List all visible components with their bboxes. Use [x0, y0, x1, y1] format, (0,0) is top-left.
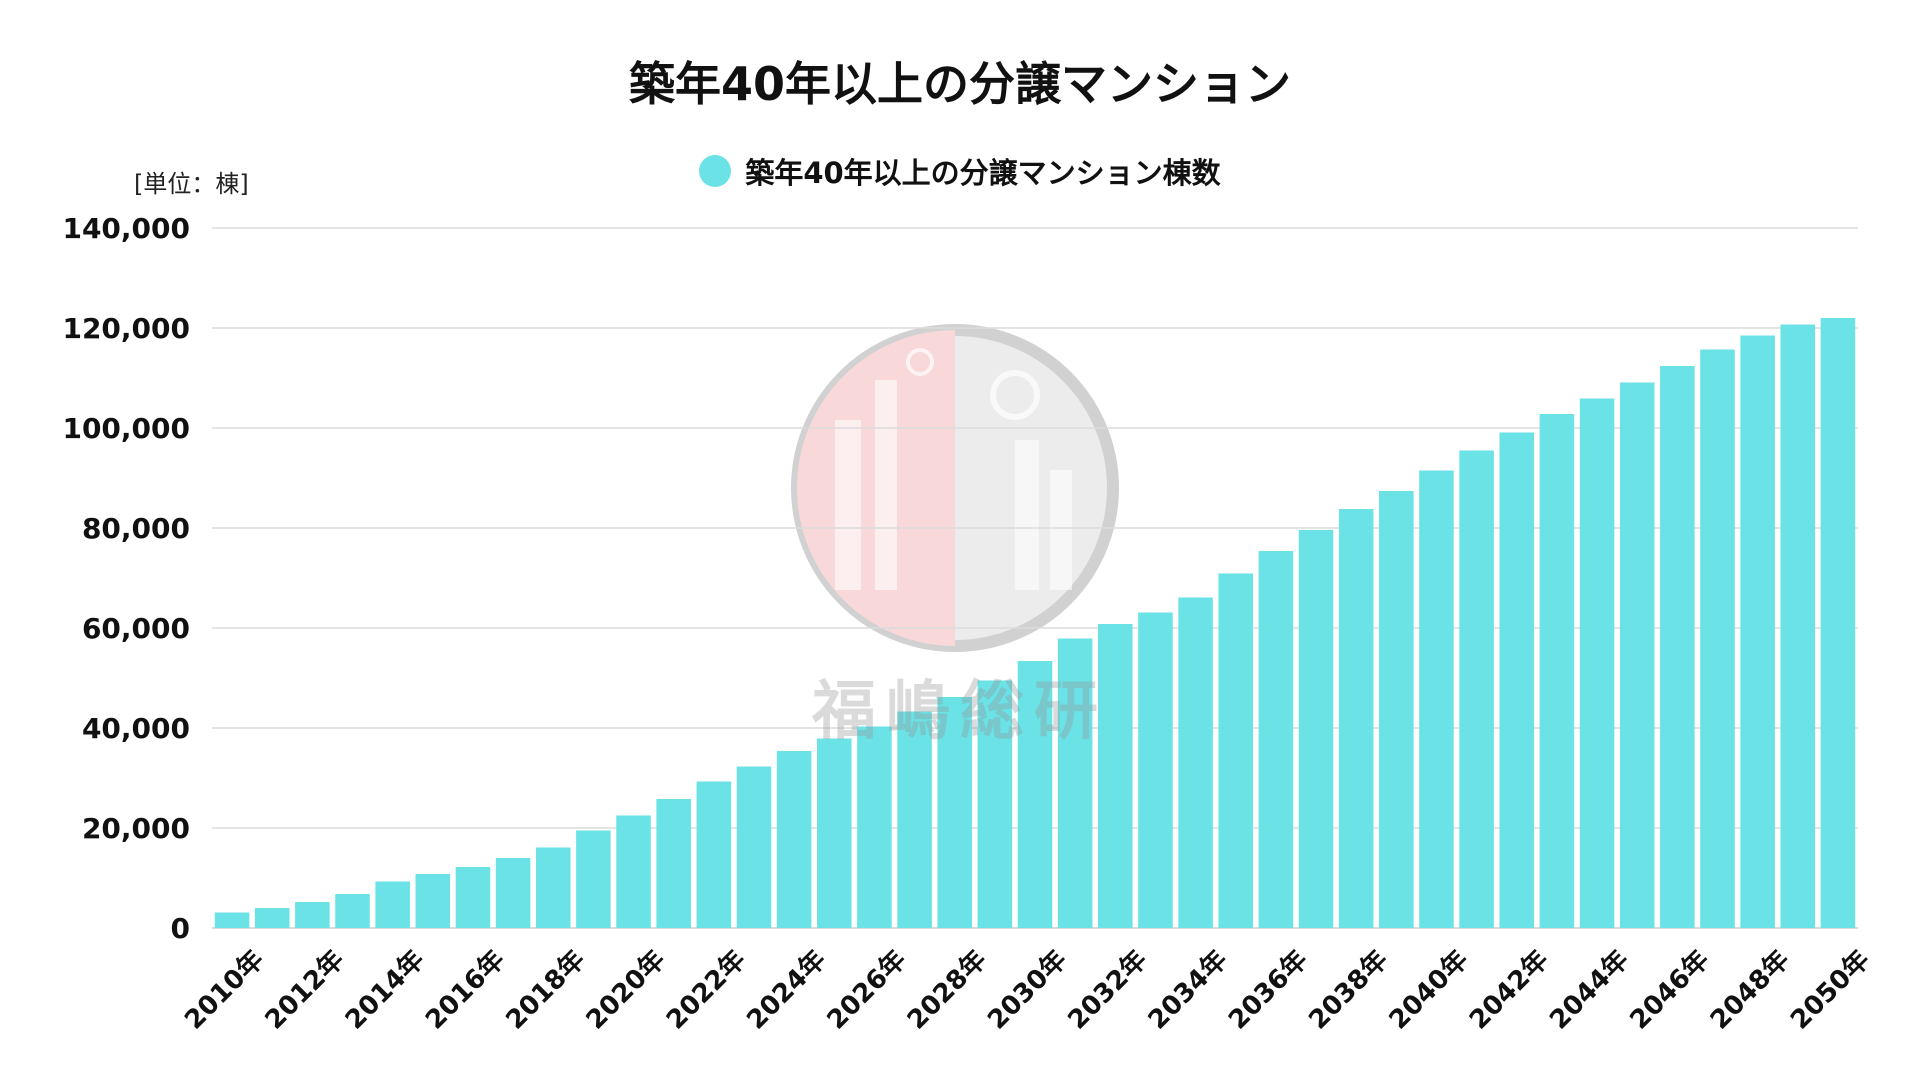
unit-label: [単位：棟]: [134, 170, 249, 198]
bar: [1780, 324, 1816, 928]
x-tick-label: 2032年: [1062, 944, 1153, 1035]
x-tick-label: 2048年: [1704, 944, 1795, 1035]
y-tick-label: 120,000: [62, 312, 190, 345]
bar: [696, 781, 732, 928]
bar: [1539, 414, 1575, 928]
x-tick-label: 2044年: [1544, 944, 1635, 1035]
bar: [1619, 382, 1655, 928]
bar: [576, 830, 611, 928]
bar: [415, 874, 451, 928]
bar: [977, 680, 1013, 928]
x-tick-label: 2012年: [259, 944, 350, 1035]
chart-title: 築年40年以上の分譲マンション: [628, 57, 1291, 111]
y-tick-label: 60,000: [82, 612, 190, 645]
bar: [656, 799, 691, 928]
bar: [295, 902, 330, 928]
bar: [1419, 470, 1454, 928]
bar: [254, 908, 290, 928]
x-axis-ticks: 2010年2012年2014年2016年2018年2020年2022年2024年…: [179, 944, 1876, 1035]
bar: [616, 815, 651, 928]
bar: [1178, 597, 1213, 928]
x-tick-label: 2020年: [580, 944, 671, 1035]
y-tick-label: 0: [171, 912, 190, 945]
bar: [736, 766, 772, 928]
bar: [1258, 551, 1294, 928]
legend-swatch: [699, 155, 732, 187]
bar: [535, 847, 571, 928]
bars: [214, 318, 1856, 928]
bar: [1579, 398, 1615, 928]
y-tick-label: 80,000: [82, 512, 190, 545]
bar: [1379, 491, 1414, 928]
y-tick-label: 20,000: [82, 812, 190, 845]
x-tick-label: 2030年: [981, 944, 1072, 1035]
watermark-text: 福嶋総研: [812, 675, 1108, 749]
y-tick-label: 140,000: [62, 212, 190, 245]
bar: [1338, 509, 1374, 928]
bar: [1740, 335, 1775, 928]
x-tick-label: 2016年: [419, 944, 510, 1035]
x-tick-label: 2046年: [1624, 944, 1715, 1035]
bar: [776, 751, 812, 928]
y-tick-label: 100,000: [62, 412, 190, 445]
bar: [1057, 638, 1093, 928]
x-tick-label: 2018年: [500, 944, 591, 1035]
bar: [857, 726, 892, 928]
x-tick-label: 2040年: [1383, 944, 1474, 1035]
bar: [897, 711, 932, 928]
x-tick-label: 2038年: [1303, 944, 1394, 1035]
bar: [1660, 366, 1695, 928]
bar: [375, 881, 410, 928]
bar: [1499, 432, 1535, 928]
legend-label: 築年40年以上の分譲マンション棟数: [745, 156, 1221, 190]
bar: [1820, 318, 1856, 928]
y-axis-ticks: 0 20,000 40,000 60,000 80,000 100,000 120,000 1…: [62, 212, 190, 945]
x-tick-label: 2028年: [901, 944, 992, 1035]
x-tick-label: 2034年: [1142, 944, 1233, 1035]
bar: [1700, 349, 1735, 928]
watermark-logo-icon: [791, 324, 1119, 652]
bar: [1218, 573, 1253, 928]
x-tick-label: 2024年: [741, 944, 832, 1035]
bar: [1098, 624, 1133, 928]
bar: [817, 738, 852, 928]
bar: [1298, 530, 1334, 928]
bar: [335, 894, 370, 928]
x-tick-label: 2010年: [179, 944, 270, 1035]
y-tick-label: 40,000: [82, 712, 190, 745]
legend: 築年40年以上の分譲マンション棟数: [0, 150, 1920, 192]
x-tick-label: 2026年: [821, 944, 912, 1035]
x-tick-label: 2022年: [660, 944, 751, 1035]
x-tick-label: 2014年: [339, 944, 430, 1035]
bar: [495, 858, 531, 928]
bar: [1138, 612, 1173, 928]
x-tick-label: 2036年: [1222, 944, 1313, 1035]
bar: [214, 912, 250, 928]
bar: [1459, 450, 1494, 928]
bar: [1017, 661, 1053, 928]
bar: [937, 697, 972, 928]
x-tick-label: 2050年: [1784, 944, 1875, 1035]
x-tick-label: 2042年: [1463, 944, 1554, 1035]
bar: [455, 867, 491, 928]
